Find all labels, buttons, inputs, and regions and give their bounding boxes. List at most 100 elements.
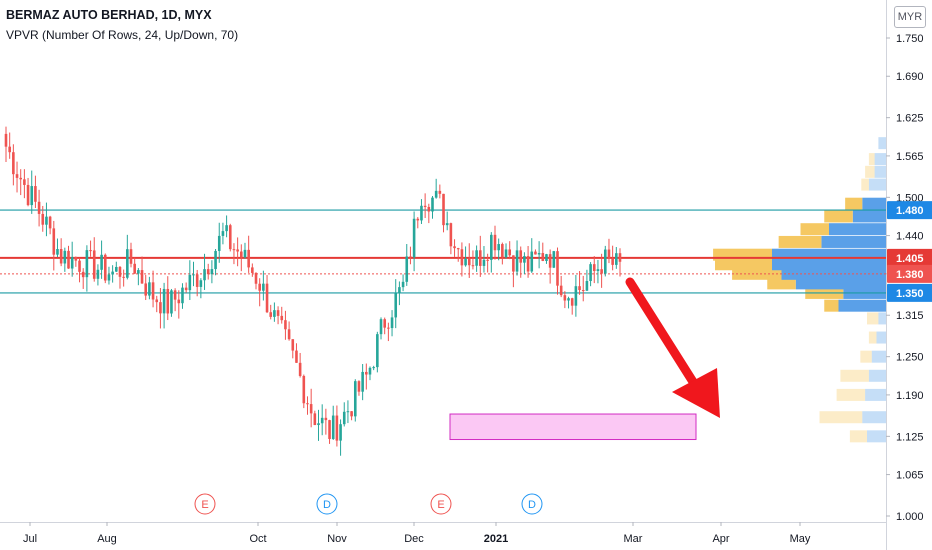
candle-body: [269, 312, 273, 317]
price-tag-label: 1.380: [896, 269, 924, 281]
candle-body: [4, 133, 8, 147]
candle-body: [262, 283, 265, 291]
y-tick-label: 1.625: [896, 113, 924, 125]
candle-body: [456, 248, 460, 250]
candle-body: [523, 256, 526, 263]
candle-body: [559, 285, 563, 296]
candle-body: [67, 250, 70, 269]
candle-body: [486, 259, 489, 261]
candle-body: [280, 315, 284, 321]
candle-body: [309, 404, 313, 414]
candle-body: [30, 186, 34, 206]
candle-body: [570, 298, 574, 306]
candle-body: [23, 179, 26, 185]
candle-body: [133, 263, 136, 274]
down-arrow-head: [672, 368, 720, 418]
candle-body: [335, 415, 339, 441]
event-marker-label: E: [437, 499, 444, 511]
x-tick-label: Dec: [404, 533, 424, 545]
price-tag: [887, 248, 932, 267]
x-tick-label: Aug: [97, 533, 117, 545]
candle-body: [541, 253, 545, 261]
candle-body: [567, 298, 570, 301]
candle-body: [482, 259, 486, 266]
candle-body: [100, 254, 103, 270]
candle-body: [15, 174, 19, 178]
candle-body: [416, 218, 420, 221]
candle-body: [467, 258, 471, 266]
candle-body: [177, 299, 181, 304]
currency-button[interactable]: MYR: [894, 6, 926, 28]
price-tag-label: 1.405: [896, 253, 924, 265]
candle-body: [265, 283, 269, 313]
candle-body: [361, 371, 364, 392]
candle-body: [357, 381, 361, 392]
price-tag: [887, 283, 932, 302]
candle-body: [556, 251, 559, 286]
candle-body: [52, 228, 56, 255]
candle-body: [103, 254, 107, 281]
target-zone-box: [449, 413, 697, 441]
candle-body: [298, 362, 302, 376]
candle-body: [365, 371, 368, 375]
candle-body: [258, 283, 261, 291]
candle-body: [368, 367, 372, 375]
candle-body: [232, 249, 236, 251]
candle-body: [398, 287, 401, 294]
candle-body: [512, 255, 515, 272]
candle-body: [493, 234, 497, 251]
candle-body: [563, 295, 567, 301]
y-tick-label: 1.440: [896, 231, 924, 243]
candle-body: [162, 288, 166, 314]
vp-down-bar: [840, 369, 869, 382]
candle-body: [603, 249, 607, 274]
vp-down-bar: [778, 235, 822, 248]
vp-down-bar: [819, 411, 863, 424]
candle-body: [346, 411, 350, 413]
x-tick-label: 2021: [484, 533, 508, 545]
candle-body: [26, 184, 30, 206]
vp-up-bar: [871, 350, 886, 363]
candle-body: [431, 197, 434, 212]
x-tick-label: Oct: [249, 533, 266, 545]
candle-body: [159, 302, 162, 314]
candle-body: [129, 249, 133, 264]
candle-body: [442, 193, 445, 226]
candle-body: [530, 251, 534, 272]
candle-body: [501, 244, 504, 258]
x-tick-label: Apr: [712, 533, 729, 545]
candle-body: [247, 249, 250, 268]
x-tick-label: Jul: [23, 533, 37, 545]
candle-body: [240, 251, 243, 258]
candle-body: [210, 269, 214, 275]
candle-body: [225, 225, 228, 232]
candle-body: [236, 249, 239, 252]
price-tag: [887, 201, 932, 220]
candle-body: [460, 249, 464, 266]
candle-body: [471, 265, 475, 267]
candle-body: [48, 216, 52, 229]
indicator-label[interactable]: VPVR (Number Of Rows, 24, Up/Down, 70): [6, 28, 239, 42]
candle-body: [534, 251, 537, 255]
candle-body: [537, 253, 541, 255]
candle-body: [114, 266, 118, 272]
candle-body: [63, 250, 67, 264]
vp-up-bar: [838, 299, 886, 312]
vp-up-bar: [874, 153, 886, 166]
candle-body: [427, 206, 431, 212]
candle-body: [137, 270, 140, 274]
candle-body: [41, 213, 45, 225]
candle-body: [342, 411, 346, 425]
candle-body: [92, 250, 96, 279]
candle-body: [478, 250, 482, 266]
candle-body: [324, 417, 328, 421]
vp-up-bar: [772, 248, 886, 261]
candle-body: [423, 205, 427, 207]
candle-body: [81, 271, 85, 278]
candle-body: [526, 256, 530, 272]
vp-down-bar: [868, 153, 875, 166]
candle-body: [449, 223, 453, 247]
candle-body: [350, 411, 353, 417]
vp-up-bar: [862, 197, 886, 210]
